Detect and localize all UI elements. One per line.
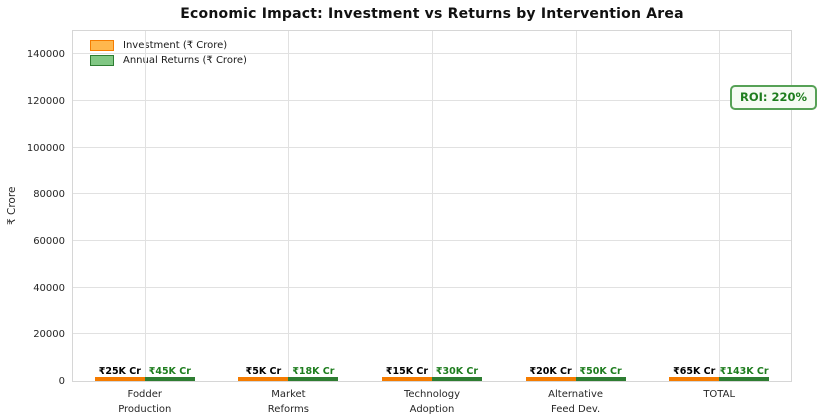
bar-annual-returns: ₹18K Cr <box>288 366 339 381</box>
y-tick-label: 80000 <box>33 189 65 201</box>
y-axis-label: ₹ Crore <box>6 186 18 226</box>
legend-swatch-investment <box>90 40 114 51</box>
bar-value-label: ₹65K Cr <box>673 366 716 377</box>
bar-value-label: ₹30K Cr <box>435 366 479 377</box>
bar-investment: ₹65K Cr <box>669 366 720 381</box>
bar-value-label: ₹18K Cr <box>292 366 335 377</box>
bar-value-label: ₹5K Cr <box>245 366 282 377</box>
bar-annual-returns: ₹30K Cr <box>431 366 482 381</box>
bar-investment: ₹15K Cr <box>381 366 432 381</box>
x-tick-label: Technology Adoption <box>403 389 460 415</box>
bar-value-label: ₹143K Cr <box>719 366 769 377</box>
bar-value-label: ₹45K Cr <box>148 366 191 377</box>
bar-annual-returns: ₹143K Cr <box>719 366 770 381</box>
bar-annual-returns: ₹45K Cr <box>144 366 195 381</box>
y-tick-label: 140000 <box>26 49 65 61</box>
category-slot: ₹5K Cr ₹18K Cr Market Reforms <box>217 31 361 415</box>
category-slot: ₹65K Cr ₹143K Cr TOTAL <box>647 31 791 400</box>
y-tick-label: 60000 <box>33 236 65 247</box>
bar-value-label: ₹25K Cr <box>98 366 141 377</box>
v-gridline <box>431 31 433 381</box>
bar-investment: ₹5K Cr <box>238 366 289 381</box>
plot-area: Investment (₹ Crore) Annual Returns (₹ C… <box>27 30 792 415</box>
legend-item-investment: Investment (₹ Crore) <box>90 40 247 51</box>
y-tick-label: 20000 <box>33 329 65 341</box>
x-tick-label: Market Reforms <box>267 389 309 415</box>
category-slot: ₹20K Cr ₹50K Cr Alternative Feed Dev. <box>504 31 648 415</box>
legend-item-annual-returns: Annual Returns (₹ Crore) <box>90 55 247 66</box>
v-gridline <box>144 31 146 381</box>
y-tick-label: 0 <box>58 376 65 387</box>
chart-title: Economic Impact: Investment vs Returns b… <box>180 6 684 22</box>
bar-group: ₹15K Cr ₹30K Cr <box>360 366 504 381</box>
bar-investment: ₹25K Cr <box>94 366 145 381</box>
category-slot: ₹25K Cr ₹45K Cr Fodder Production <box>73 31 217 415</box>
x-tick-label: TOTAL <box>703 389 736 400</box>
v-gridline <box>288 31 290 381</box>
legend: Investment (₹ Crore) Annual Returns (₹ C… <box>82 35 255 71</box>
bar-group: ₹5K Cr ₹18K Cr <box>217 366 361 381</box>
y-tick-label: 120000 <box>26 96 65 107</box>
x-tick-label: Alternative Feed Dev. <box>548 389 604 415</box>
v-gridline <box>575 31 577 381</box>
bar-group: ₹65K Cr ₹143K Cr <box>647 366 791 381</box>
y-tick-label: 40000 <box>33 282 65 294</box>
bar-investment: ₹20K Cr <box>525 366 576 381</box>
bar-group: ₹20K Cr ₹50K Cr <box>504 366 648 381</box>
bar-annual-returns: ₹50K Cr <box>575 366 626 381</box>
bar-value-label: ₹50K Cr <box>579 366 622 377</box>
x-tick-label: Fodder Production <box>118 389 172 415</box>
legend-label-investment: Investment (₹ Crore) <box>123 40 228 51</box>
bar-group: ₹25K Cr ₹45K Cr <box>73 366 217 381</box>
bar-value-label: ₹15K Cr <box>385 366 429 377</box>
legend-swatch-annual-returns <box>90 55 114 66</box>
y-tick-label: 100000 <box>26 142 65 154</box>
category-slot: ₹15K Cr ₹30K Cr Technology Adoption <box>360 31 504 415</box>
bar-value-label: ₹20K Cr <box>529 366 572 377</box>
legend-label-annual-returns: Annual Returns (₹ Crore) <box>123 55 247 66</box>
roi-annotation: ROI: 220% <box>730 85 818 110</box>
v-gridline <box>719 31 721 381</box>
